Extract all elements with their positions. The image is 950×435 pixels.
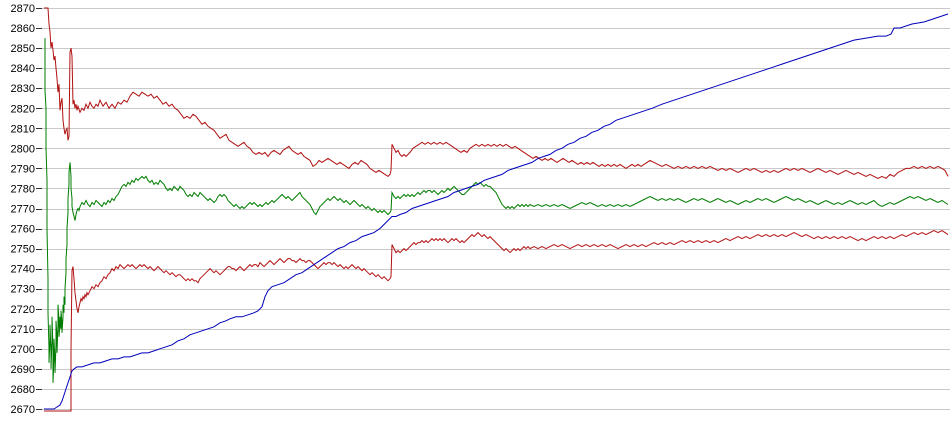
y-axis-label: 2860 [11, 23, 35, 35]
series-rising-blue-line [44, 13, 949, 410]
y-axis-label: 2800 [11, 143, 35, 155]
series-lower-red-band [44, 230, 949, 412]
series-middle-green-line [44, 38, 949, 383]
y-axis-label: 2740 [11, 264, 35, 276]
y-axis-label: 2810 [11, 123, 35, 135]
y-axis-label: 2780 [11, 183, 35, 195]
y-axis-label: 2700 [11, 344, 35, 356]
y-axis-label: 2840 [11, 63, 35, 75]
y-axis-label: 2680 [11, 384, 35, 396]
y-axis-label: 2830 [11, 83, 35, 95]
y-axis-label: 2820 [11, 103, 35, 115]
y-axis-label: 2790 [11, 163, 35, 175]
series-upper-red-band [44, 7, 949, 180]
y-axis-label: 2750 [11, 244, 35, 256]
y-axis-label: 2870 [11, 3, 35, 15]
y-axis-label: 2770 [11, 204, 35, 216]
y-axis-label: 2760 [11, 224, 35, 236]
y-axis-label: 2670 [11, 404, 35, 416]
y-axis-label: 2730 [11, 284, 35, 296]
y-axis-label: 2720 [11, 304, 35, 316]
y-axis-label: 2690 [11, 364, 35, 376]
y-axis-label: 2850 [11, 43, 35, 55]
y-axis-label: 2710 [11, 324, 35, 336]
